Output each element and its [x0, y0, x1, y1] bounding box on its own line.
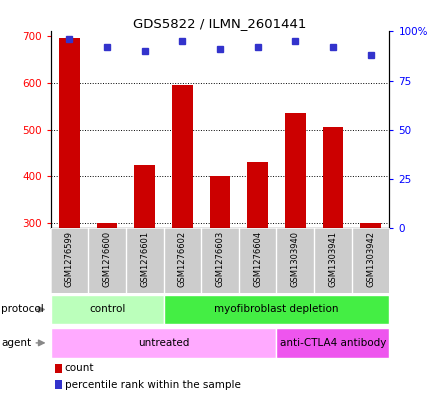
Bar [134, 165, 155, 228]
Text: GSM1303942: GSM1303942 [366, 231, 375, 287]
Bar [97, 223, 117, 228]
Text: GSM1303940: GSM1303940 [291, 231, 300, 287]
Bar [276, 328, 389, 358]
Text: GSM1303941: GSM1303941 [328, 231, 337, 287]
Bar [172, 85, 193, 228]
Text: GSM1276602: GSM1276602 [178, 231, 187, 287]
Text: control: control [89, 305, 125, 314]
Bar [51, 295, 164, 324]
Bar [360, 223, 381, 228]
Text: GSM1276603: GSM1276603 [216, 231, 224, 287]
Bar [164, 295, 389, 324]
Text: myofibroblast depletion: myofibroblast depletion [214, 305, 339, 314]
Bar [59, 39, 80, 228]
Text: GSM1276604: GSM1276604 [253, 231, 262, 287]
Text: agent: agent [1, 338, 31, 348]
Text: percentile rank within the sample: percentile rank within the sample [65, 380, 241, 390]
Bar [209, 176, 231, 228]
Text: untreated: untreated [138, 338, 189, 348]
Text: GSM1276600: GSM1276600 [103, 231, 112, 287]
Bar [323, 127, 343, 228]
Text: anti-CTLA4 antibody: anti-CTLA4 antibody [280, 338, 386, 348]
Text: count: count [65, 363, 94, 373]
Bar [247, 162, 268, 228]
Text: GSM1276599: GSM1276599 [65, 231, 74, 287]
Bar [285, 113, 306, 228]
Title: GDS5822 / ILMN_2601441: GDS5822 / ILMN_2601441 [133, 17, 307, 30]
Bar [51, 328, 276, 358]
Text: protocol: protocol [1, 305, 44, 314]
Text: GSM1276601: GSM1276601 [140, 231, 149, 287]
